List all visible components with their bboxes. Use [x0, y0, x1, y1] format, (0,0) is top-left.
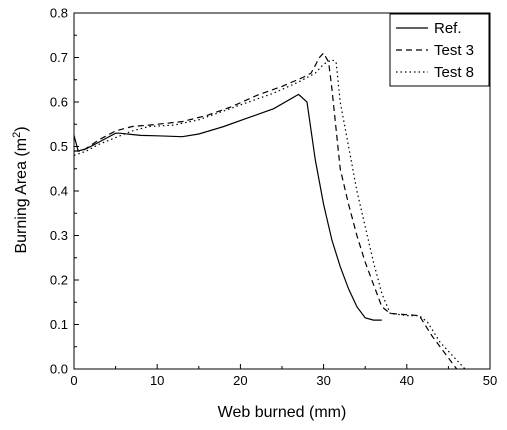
- y-axis-label-main: Burning Area (m: [13, 138, 30, 254]
- x-tick-label: 0: [70, 373, 77, 388]
- legend-label: Ref.: [434, 20, 462, 37]
- y-tick-label: 0.8: [50, 6, 68, 21]
- x-tick-label: 20: [233, 373, 247, 388]
- x-tick-label: 50: [483, 373, 497, 388]
- x-tick-label: 40: [400, 373, 414, 388]
- y-tick-label: 0.5: [50, 139, 68, 154]
- y-axis-ticks: 0.0 0.1 0.2 0.3 0.4 0.5 0.6 0.7 0.8: [50, 6, 79, 377]
- y-tick-label: 0.4: [50, 184, 68, 199]
- y-tick-label: 0.1: [50, 317, 68, 332]
- y-tick-label: 0.3: [50, 228, 68, 243]
- x-tick-label: 30: [316, 373, 330, 388]
- series-line-1: [73, 93, 382, 321]
- y-axis-label-close: ): [13, 126, 30, 131]
- y-axis-label: Burning Area (m2): [11, 126, 30, 253]
- legend-label: Test 8: [434, 64, 474, 81]
- x-tick-label: 10: [150, 373, 164, 388]
- x-axis-ticks: 0 10 20 30 40 50: [70, 364, 497, 388]
- series-line-2: [74, 52, 458, 370]
- y-tick-label: 0.0: [50, 362, 68, 377]
- legend: Ref. Test 3 Test 8: [389, 13, 490, 87]
- y-tick-label: 0.2: [50, 273, 68, 288]
- series-line-3: [73, 59, 466, 370]
- y-tick-label: 0.7: [50, 50, 68, 65]
- x-axis-label: Web burned (mm): [218, 404, 347, 421]
- legend-label: Test 3: [434, 42, 474, 59]
- y-tick-label: 0.6: [50, 95, 68, 110]
- series-layer: [73, 52, 466, 370]
- y-axis-label-superscript: 2: [11, 132, 23, 138]
